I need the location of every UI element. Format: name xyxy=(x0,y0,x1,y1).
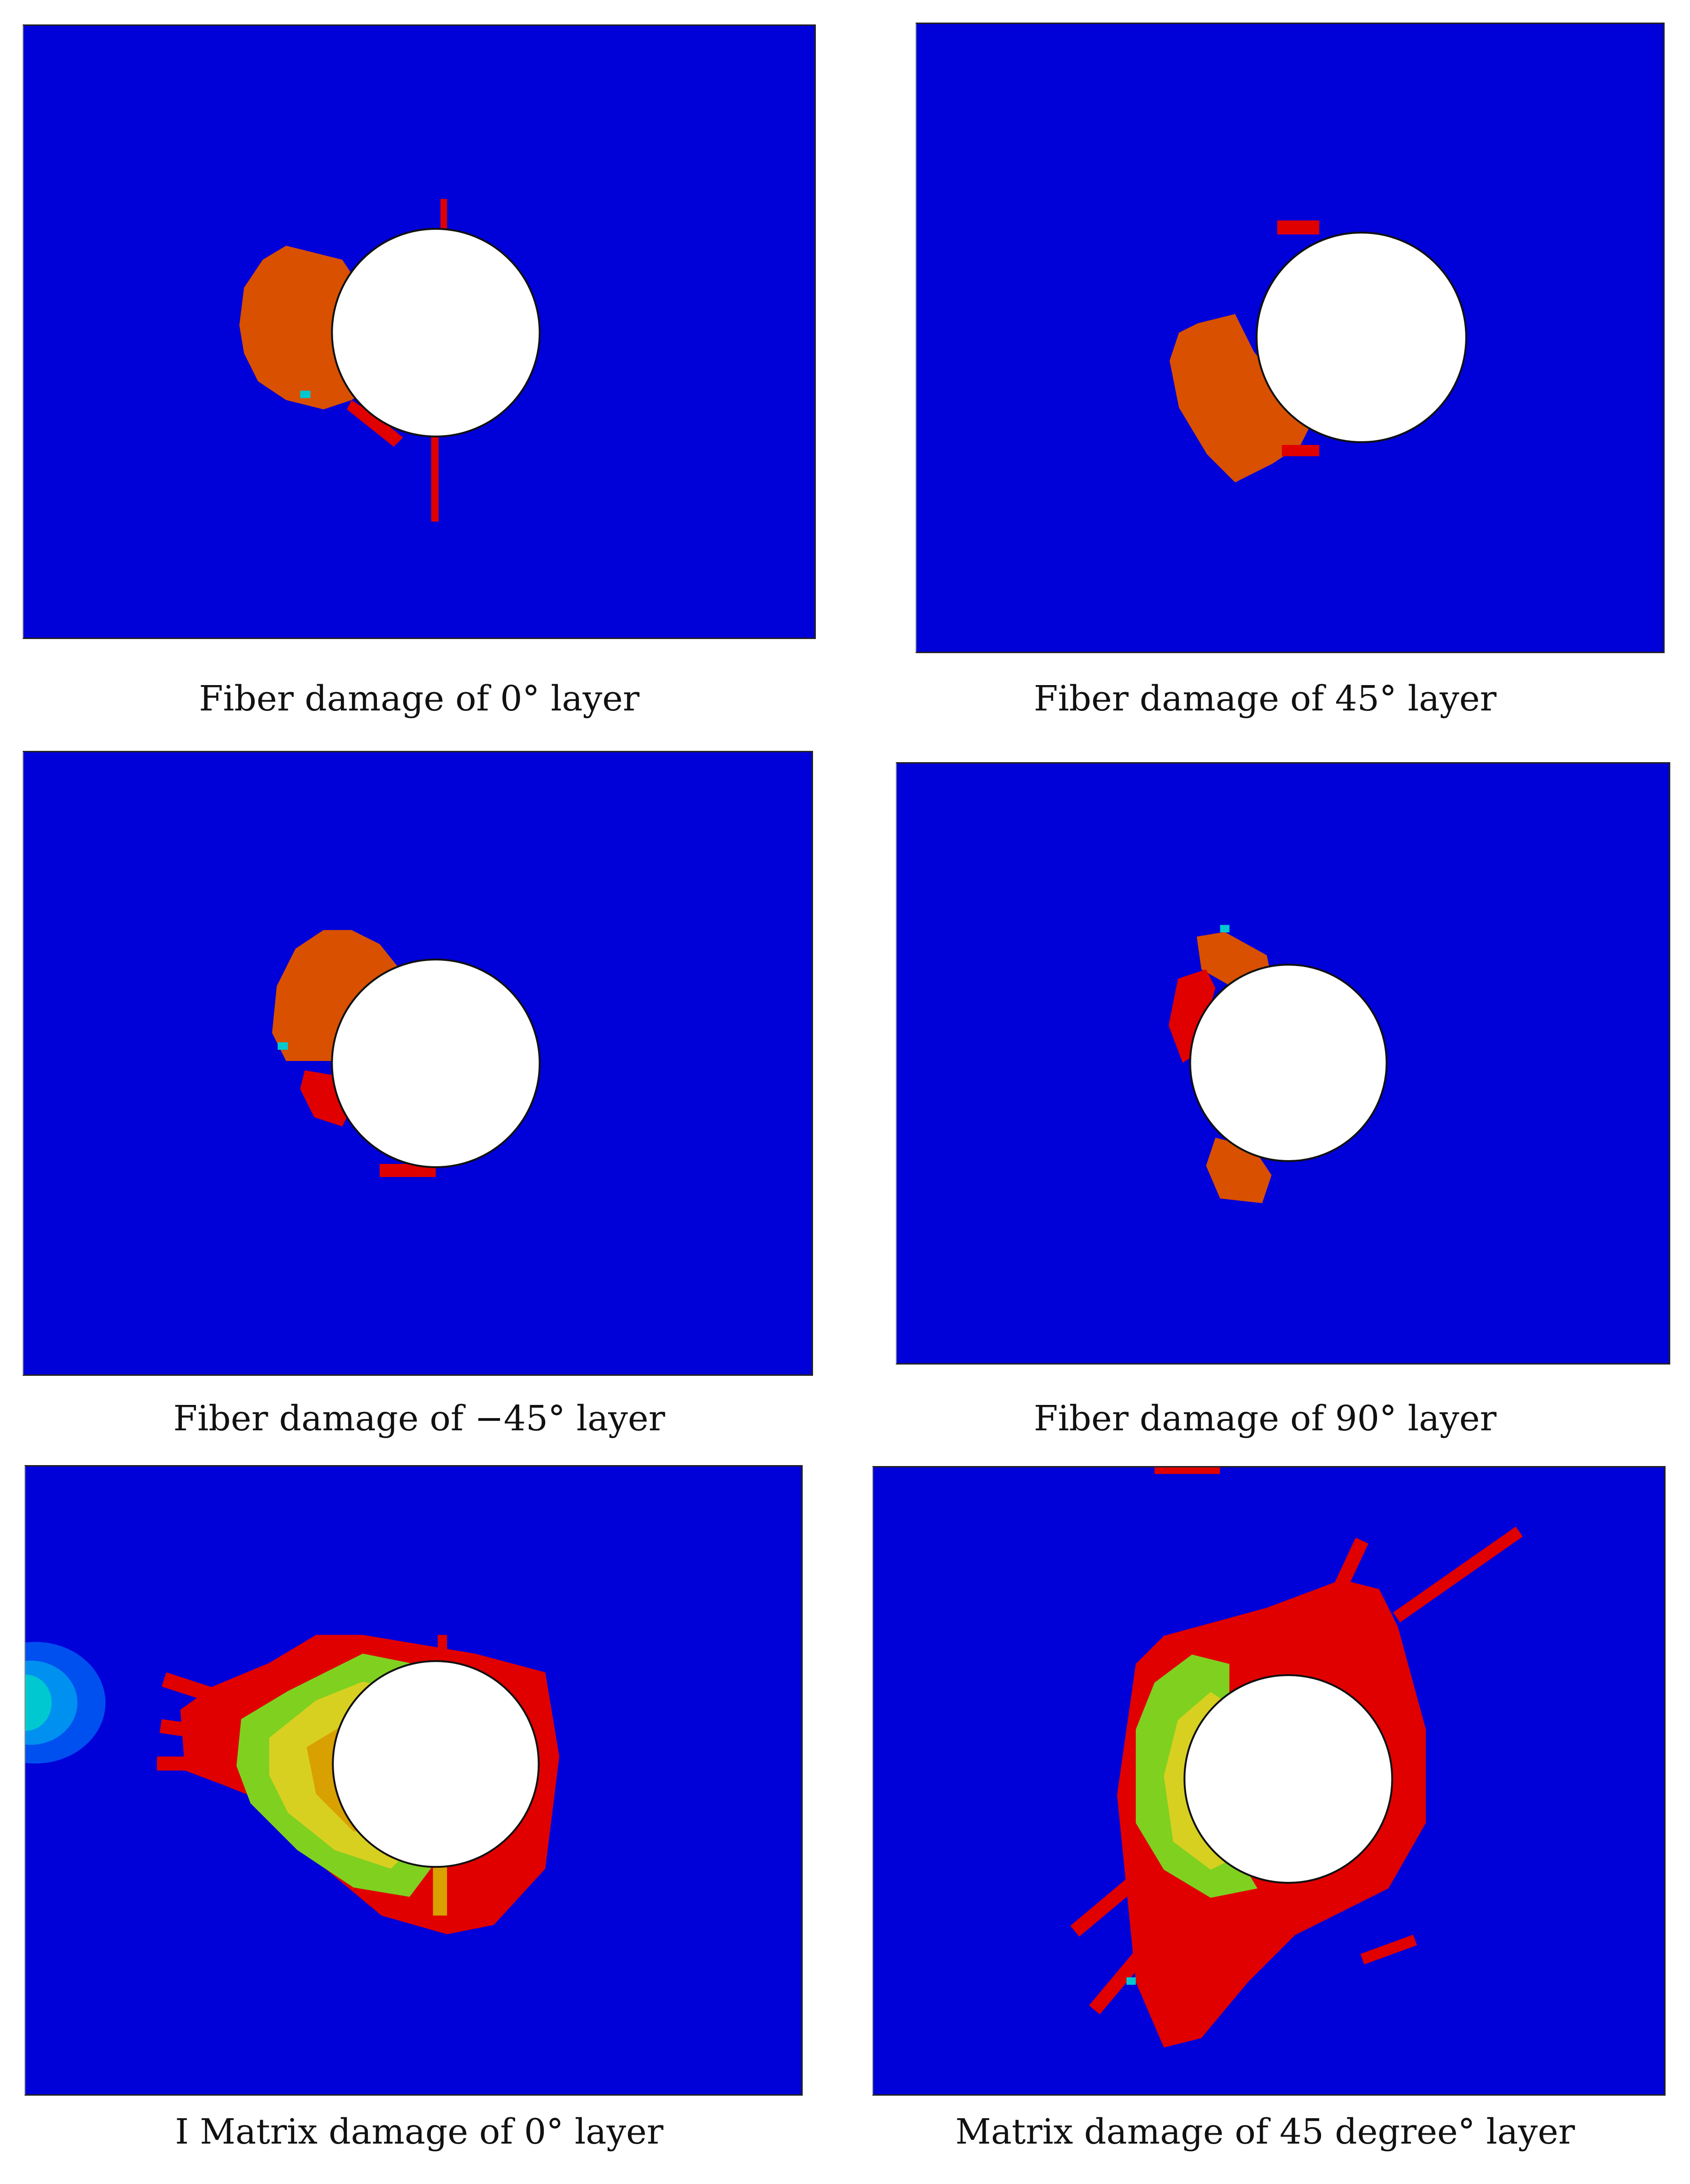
contour-plot-matrix-0 xyxy=(24,1465,803,2096)
contour-plot-fiber-90 xyxy=(896,762,1670,1365)
caption-fiber-neg45: Fiber damage of −45° layer xyxy=(173,1398,665,1439)
hole xyxy=(331,228,541,437)
contour-graphic xyxy=(1070,1467,1523,2048)
hole xyxy=(332,1660,540,1868)
damage-zone-red xyxy=(300,1070,352,1127)
damage-zone-red xyxy=(1168,969,1216,1063)
hole xyxy=(331,959,541,1168)
damage-zone-orange xyxy=(1169,314,1310,483)
caption-fiber-45: Fiber damage of 45° layer xyxy=(1033,679,1497,719)
crack-red-1 xyxy=(1304,1537,1369,1654)
crack-red-2 xyxy=(159,1719,255,1746)
damage-cyan-spot xyxy=(300,390,311,398)
contour-plot-matrix-45 xyxy=(872,1466,1666,2096)
contour-plot-fiber-neg45 xyxy=(23,751,813,1376)
crack-yellow xyxy=(433,1859,447,1916)
contour-graphic xyxy=(1168,925,1388,1203)
hole xyxy=(1189,963,1388,1162)
damage-zone-red xyxy=(347,400,403,447)
caption-fiber-90: Fiber damage of 90° layer xyxy=(1033,1398,1497,1439)
contour-graphic xyxy=(239,199,541,522)
crack-bottom xyxy=(431,428,439,522)
caption-matrix-45: Matrix damage of 45 degree° layer xyxy=(955,2112,1575,2152)
damage-zone-red xyxy=(1277,220,1320,234)
contour-plot-fiber-45 xyxy=(915,23,1665,653)
crack-red-2 xyxy=(1393,1526,1523,1622)
hole xyxy=(1255,232,1467,443)
contour-graphic xyxy=(272,930,541,1177)
damage-cyan-spot xyxy=(277,1042,288,1050)
damage-cyan-spot xyxy=(1220,925,1230,933)
contour-plot-fiber-0 xyxy=(23,24,816,639)
hole xyxy=(1183,1674,1393,1884)
damage-zone-orange xyxy=(272,930,399,1061)
caption-fiber-0: Fiber damage of 0° layer xyxy=(199,679,640,719)
damage-cyan-spot xyxy=(1126,1977,1136,1985)
caption-matrix-0: I Matrix damage of 0° layer xyxy=(175,2112,664,2152)
crack-red-5 xyxy=(1360,1934,1417,1965)
contour-graphic xyxy=(25,1635,560,1934)
top-edge-red xyxy=(1154,1467,1220,1474)
damage-red-fringe xyxy=(1282,445,1320,456)
crack-red-4 xyxy=(1089,1890,1196,2015)
crack-red-1 xyxy=(162,1672,265,1719)
edge-damage-cyan xyxy=(25,1675,52,1731)
contour-graphic xyxy=(1169,220,1467,483)
